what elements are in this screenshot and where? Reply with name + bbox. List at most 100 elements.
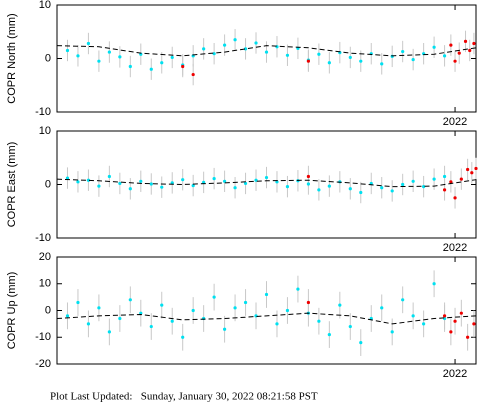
data-point <box>306 300 310 305</box>
data-point <box>457 51 461 55</box>
y-tick-label: 0 <box>45 304 51 316</box>
data-point <box>317 188 321 192</box>
data-point <box>233 38 237 42</box>
data-point <box>401 298 405 302</box>
data-point <box>191 308 195 313</box>
data-point <box>472 41 476 46</box>
data-point <box>317 52 321 56</box>
data-point <box>348 187 352 191</box>
data-point <box>264 175 269 180</box>
data-point <box>76 180 80 184</box>
y-tick-label: 10 <box>39 278 51 290</box>
data-point <box>474 166 478 171</box>
data-point <box>459 177 463 181</box>
data-point <box>170 181 174 185</box>
data-point <box>223 327 227 331</box>
data-point <box>139 311 143 315</box>
data-point <box>442 54 447 58</box>
data-point <box>306 174 310 179</box>
data-point <box>472 322 476 326</box>
y-tick-label: -10 <box>35 106 51 118</box>
data-point <box>149 324 153 329</box>
data-point <box>65 48 70 53</box>
data-point <box>160 303 164 307</box>
data-point <box>86 41 91 46</box>
data-point <box>317 319 321 323</box>
y-tick-label: 0 <box>45 178 51 190</box>
data-point <box>390 54 394 58</box>
data-point <box>160 61 164 65</box>
data-point <box>359 59 363 63</box>
y-tick-label: 10 <box>39 125 51 137</box>
data-point <box>470 171 474 175</box>
data-point <box>181 335 185 339</box>
data-point <box>139 179 143 183</box>
data-point <box>411 57 415 62</box>
data-point <box>97 184 101 188</box>
data-point <box>442 174 447 179</box>
data-point <box>285 53 290 57</box>
data-point <box>459 311 463 315</box>
data-point <box>149 182 153 186</box>
data-point <box>453 196 457 200</box>
data-point <box>181 64 185 69</box>
data-point <box>118 316 122 321</box>
data-point <box>275 322 279 326</box>
data-point <box>170 55 174 60</box>
data-point <box>411 314 415 318</box>
data-point <box>401 182 405 187</box>
trend-line <box>56 312 477 325</box>
data-point <box>285 185 290 189</box>
data-point <box>107 50 111 54</box>
data-point <box>223 179 227 183</box>
data-point <box>359 190 363 195</box>
data-point <box>97 59 101 63</box>
data-point <box>380 62 384 66</box>
y-tick-label: -20 <box>35 358 51 370</box>
data-point <box>212 177 216 181</box>
data-point <box>149 67 153 71</box>
data-point <box>449 330 453 334</box>
y-tick-label: 20 <box>39 251 51 263</box>
data-point <box>170 319 174 323</box>
data-point <box>202 47 206 51</box>
trend-line <box>56 178 477 188</box>
data-point <box>466 167 470 172</box>
data-point <box>327 332 331 337</box>
data-point <box>453 59 457 63</box>
data-point <box>128 64 132 69</box>
data-point <box>348 55 352 60</box>
data-point <box>306 182 310 186</box>
y-tick-label: -10 <box>35 331 51 343</box>
data-point <box>107 174 111 179</box>
data-point <box>338 303 342 307</box>
data-point <box>264 292 269 297</box>
data-point <box>254 314 258 318</box>
plot-frame <box>56 256 477 365</box>
data-point <box>432 177 436 181</box>
data-point <box>160 185 164 189</box>
data-point <box>442 314 447 318</box>
data-point <box>243 181 248 186</box>
data-point <box>118 181 122 186</box>
data-point <box>327 61 331 65</box>
data-point <box>65 314 70 318</box>
data-point <box>243 300 248 305</box>
data-point <box>128 187 132 191</box>
y-tick-label: 10 <box>39 0 51 11</box>
data-point <box>453 319 457 323</box>
data-point <box>449 43 453 47</box>
data-point <box>296 287 300 291</box>
data-point <box>442 188 447 192</box>
data-point <box>468 48 472 53</box>
y-tick-label: 0 <box>45 52 51 64</box>
data-point <box>422 185 426 189</box>
data-point <box>432 282 436 286</box>
data-point <box>359 341 363 345</box>
data-point <box>118 55 122 59</box>
data-point <box>348 324 352 329</box>
data-point <box>327 184 331 188</box>
data-point <box>449 180 453 184</box>
